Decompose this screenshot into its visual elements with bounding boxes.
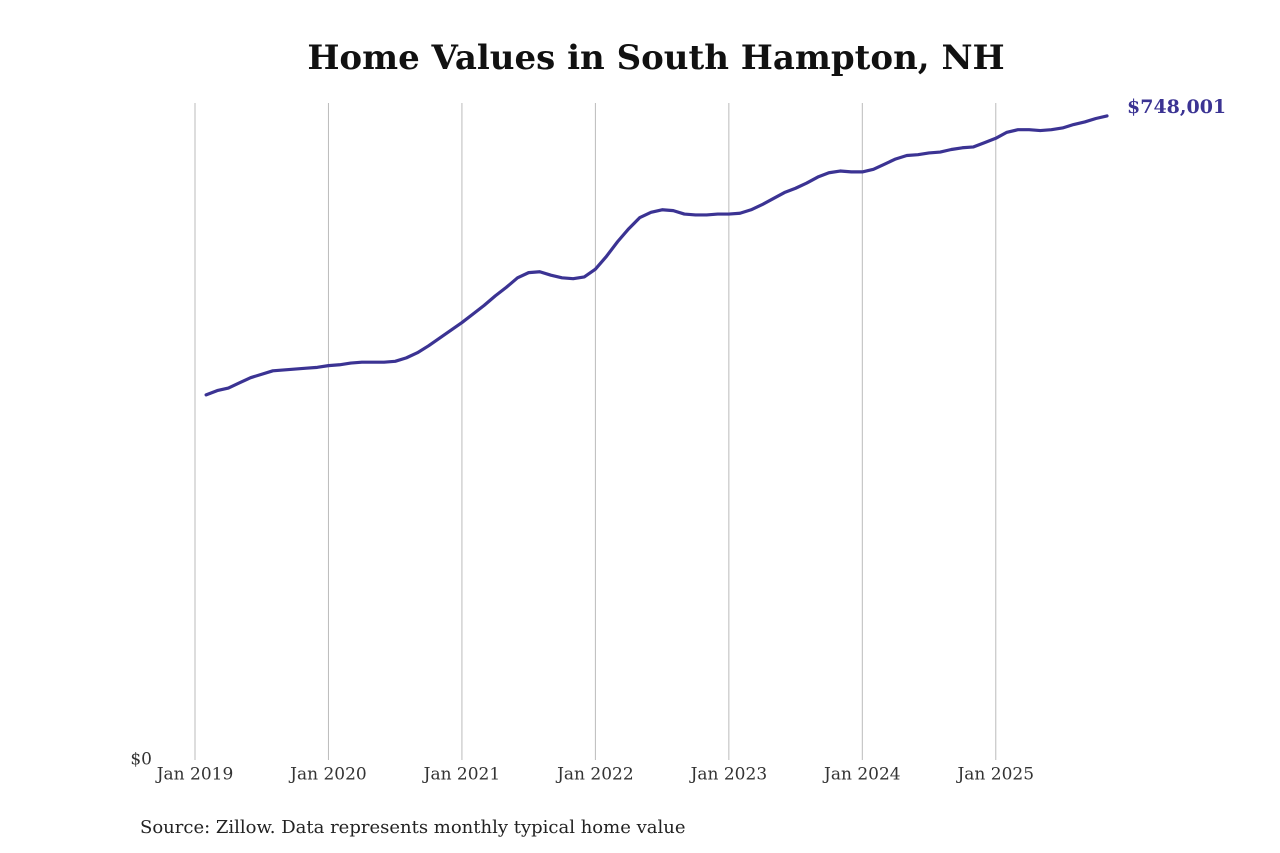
line-series	[204, 114, 1109, 397]
source-note: Source: Zillow. Data represents monthly …	[140, 817, 686, 838]
x-tick-label: Jan 2019	[155, 765, 234, 785]
x-tick-label: Jan 2020	[288, 765, 367, 785]
x-tick-label: Jan 2022	[555, 765, 634, 785]
x-tick-label: Jan 2021	[422, 765, 501, 785]
value-label: $748,001	[1127, 96, 1226, 118]
x-tick-label: Jan 2024	[822, 765, 901, 785]
x-tick-label: Jan 2023	[689, 765, 768, 785]
y-tick-label: $0	[130, 750, 152, 770]
x-tick-label: Jan 2025	[955, 765, 1034, 785]
chart-title: Home Values in South Hampton, NH	[307, 38, 1004, 78]
